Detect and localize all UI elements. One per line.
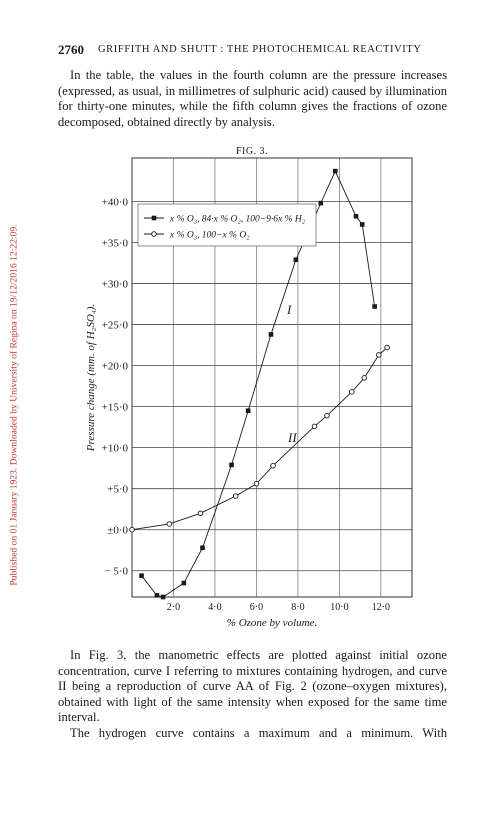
curve — [141, 170, 376, 598]
curve-label: I — [286, 302, 292, 317]
y-tick-label: +20·0 — [102, 361, 129, 373]
legend-label: x % O₃, 100−x % O₂ — [169, 231, 250, 241]
data-point — [311, 423, 318, 430]
y-tick-label: +15·0 — [102, 402, 129, 414]
data-point — [154, 593, 160, 598]
y-tick-label: ±0·0 — [107, 525, 128, 537]
y-tick-label: +25·0 — [102, 320, 129, 332]
y-tick-label: +30·0 — [102, 279, 129, 291]
x-axis-label: % Ozone by volume. — [227, 617, 317, 629]
data-point — [160, 594, 166, 600]
data-point — [359, 222, 365, 227]
x-tick-label: 4·0 — [208, 602, 221, 613]
x-tick-label: 6·0 — [250, 602, 263, 613]
chart: − 5·0 ±0·0 +5·0 +10·0 +15·0 +20·0 +25·0 +30·0 +3… — [85, 157, 413, 629]
curve — [131, 347, 388, 531]
page-number: 2760 — [58, 42, 84, 57]
x-tick-label: 2·0 — [167, 602, 180, 613]
data-point — [139, 573, 144, 578]
y-tick-label: +35·0 — [102, 238, 129, 250]
data-point — [332, 168, 338, 174]
data-point — [384, 344, 390, 351]
data-point — [270, 462, 276, 469]
data-point — [361, 375, 368, 381]
data-point — [268, 332, 274, 337]
data-point — [197, 510, 204, 517]
legend-label: x % O₃, 84·x % O₂, 100−9·6x % H₂ — [169, 215, 306, 225]
y-tick-label: +5·0 — [107, 484, 128, 496]
paragraph: In Fig. 3, the manometric effects are pl… — [58, 648, 447, 725]
y-tick-label: +40·0 — [102, 196, 129, 208]
paragraph: In the table, the values in the fourth c… — [58, 68, 447, 129]
paragraph: The hydrogen curve contains a maximum an… — [70, 726, 447, 740]
data-point — [318, 200, 324, 206]
legend-marker — [151, 215, 157, 221]
x-tick-label: 10·0 — [330, 602, 348, 613]
data-point — [324, 412, 330, 419]
plot-frame — [131, 157, 413, 598]
x-tick-label: 12·0 — [372, 602, 390, 613]
data-point — [372, 304, 377, 309]
data-point — [245, 408, 251, 414]
y-tick-label: +10·0 — [102, 443, 129, 455]
legend-box — [137, 203, 317, 247]
y-tick-label: − 5·0 — [104, 566, 128, 578]
data-point — [166, 521, 173, 527]
data-point — [232, 493, 239, 499]
data-point — [129, 526, 135, 533]
data-point — [376, 352, 382, 358]
data-point — [229, 462, 234, 468]
data-point — [253, 481, 260, 487]
data-point — [353, 213, 359, 219]
data-point — [293, 257, 299, 263]
data-point — [200, 545, 205, 551]
legend-marker — [151, 231, 157, 237]
data-point — [349, 389, 355, 395]
x-tick-label: 8·0 — [291, 602, 304, 613]
y-axis-label: Pressure change (mm. of H₂SO₄). — [85, 304, 97, 452]
running-title: GRIFFITH AND SHUTT : THE PHOTOCHEMICAL R… — [98, 44, 422, 55]
curve-label: II — [287, 430, 297, 445]
figure-label: FIG. 3. — [235, 146, 269, 157]
data-point — [181, 580, 187, 586]
